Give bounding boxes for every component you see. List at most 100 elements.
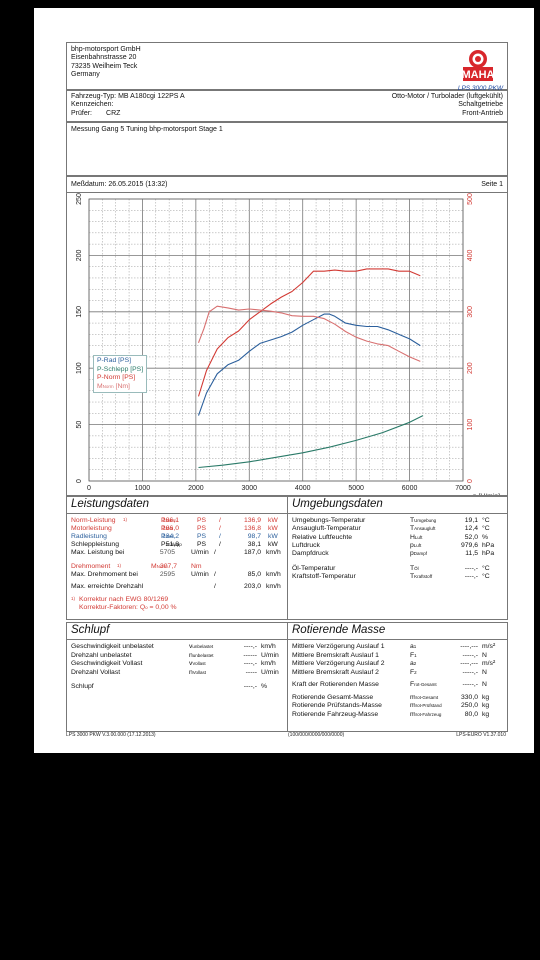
legend-p-rad: P-Rad [PS] — [97, 357, 131, 364]
masse-row: Mittlere Bremskraft Auslauf 2 F2 -----,- N — [292, 669, 504, 678]
symbol: F1 — [410, 651, 417, 659]
masse-label: Mittlere Verzögerung Auslauf 1 — [292, 643, 385, 650]
rpm: 2595 — [159, 571, 175, 578]
leistung-row: Radleistung PRad 134,2 PS / 98,7 kW — [71, 533, 283, 542]
symbol: mrot-Gesamt — [410, 693, 439, 701]
y-left-tick-label: 50 — [76, 421, 83, 429]
symbol: a1 — [410, 643, 417, 650]
svg-text:MAHA: MAHA — [462, 69, 495, 81]
umgebung-label: Umgebungs-Temperatur — [292, 517, 366, 524]
masse-label: Rotierende Gesamt-Masse — [292, 693, 374, 701]
value-kw: 136,8 — [243, 525, 261, 532]
company-country: Germany — [71, 70, 100, 78]
engine-type: Otto-Motor / Turbolader (luftgekühlt) — [391, 93, 503, 100]
symbol: nVollast — [189, 668, 207, 676]
unit: hPa — [482, 541, 495, 549]
unit: °C — [482, 572, 490, 580]
torque-symbol: MNorm — [151, 563, 168, 570]
x-tick-label: 2000 — [188, 485, 204, 492]
unit-kw: kW — [268, 525, 278, 532]
y-right-tick-label: 200 — [467, 362, 474, 374]
maha-logo-icon: MAHA — [462, 50, 495, 81]
schlupf-row: Drehzahl unbelastet nunbelastet ------ U/mi… — [71, 652, 283, 661]
speed: 187,0 — [243, 549, 261, 556]
symbol: PRad — [161, 533, 174, 540]
y-left-tick-label: 100 — [76, 362, 83, 374]
symbol: pLuft — [410, 541, 422, 549]
value-ps: 134,2 — [161, 533, 179, 540]
masse-row: Rotierende Fahrzeug-Masse mrot-Fahrzeug 80… — [292, 711, 504, 720]
label: Max. erreichte Drehzahl — [71, 583, 144, 590]
separator: / — [219, 525, 221, 532]
rpm-unit: U/min — [191, 571, 209, 578]
y-right-tick-label: 300 — [467, 306, 474, 318]
correction-note: 1) Korrektur nach EWG 80/1269 — [71, 596, 283, 605]
symbol: vVollast — [189, 660, 206, 667]
maha-logo: MAHA LPS 3000 PKW — [453, 47, 503, 95]
legend-p-schlepp: P-Schlepp [PS] — [97, 365, 144, 373]
y-left-tick-label: 250 — [76, 193, 83, 205]
value-kw: 98,7 — [247, 533, 261, 540]
x-tick-label: 3000 — [241, 485, 257, 492]
torque-value: 307,7 — [159, 563, 177, 570]
symbol: vunbelastet — [189, 643, 214, 650]
footnote-mark: 1) — [123, 517, 128, 522]
unit-kw: kW — [268, 517, 278, 524]
umgebung-row: Kraftstoff-Temperatur TKraftstoff ----,- °C — [292, 573, 504, 582]
unit-kw: kW — [268, 533, 278, 540]
value: ----,--- — [460, 660, 478, 667]
vehicle-info: Fahrzeug-Typ: MB A180cgi 122PS A Kennzei… — [66, 90, 508, 122]
schlupf-row: Geschwindigkeit unbelastet vunbelastet ---… — [71, 643, 283, 652]
umgebung-row: Öl-Temperatur TÖl ----,- °C — [292, 565, 504, 574]
dyno-report-sheet: bhp-motorsport GmbH Eisenbahnstrasse 20 … — [66, 42, 508, 740]
masse-panel: Mittlere Verzögerung Auslauf 1 a1 ----,---… — [292, 643, 504, 729]
page-number: Seite 1 — [481, 181, 503, 188]
umgebung-row: Ansaugluft-Temperatur TAnsaugluft 12,4 °C — [292, 525, 504, 534]
data-section: Leistungsdaten Umgebungsdaten Norm-Leist… — [66, 496, 508, 620]
value: 52,0 — [464, 533, 478, 541]
leistung-row: Schleppleistung PSchlepp 51,8 PS / 38,1 kW — [71, 541, 283, 550]
unit: % — [482, 533, 489, 541]
slip-mass-section: Schlupf Rotierende Masse Geschwindigkeit… — [66, 622, 508, 732]
leistung-row: Norm-Leistung 1) PNorm 186,1 PS / 136,9 kW — [71, 517, 283, 526]
umgebung-row: Relative Luftfeuchte HLuft 52,0% — [292, 534, 504, 543]
unit: km/h — [261, 660, 276, 667]
masse-label: Mittlere Bremskraft Auslauf 2 — [292, 668, 379, 676]
company-header: bhp-motorsport GmbH Eisenbahnstrasse 20 … — [66, 42, 508, 92]
unit-ps: PS — [197, 533, 207, 540]
value: ----,--- — [460, 643, 478, 650]
tester-label: Prüfer: — [71, 109, 93, 117]
correction-factor: Korrektur-Faktoren: Qo = 0,00 % — [71, 604, 283, 613]
footer-code: (100/000/0000/000/0000) — [288, 732, 345, 738]
masse-row: Kraft der Rotierenden Masse Frot-Gesamt --… — [292, 681, 504, 690]
unit: hPa — [482, 550, 495, 558]
unit: kg — [482, 693, 490, 701]
series-m-norm-nm- — [197, 305, 421, 362]
unit: km/h — [261, 643, 276, 650]
symbol: TAnsaugluft — [410, 525, 436, 533]
x-tick-label: 5000 — [348, 485, 364, 492]
label: Max. Leistung bei — [71, 549, 125, 556]
schlupf-row: Drehzahl Vollast nVollast ----- U/min — [71, 669, 283, 678]
drive-type: Front-Antrieb — [462, 109, 503, 117]
label: Max. Drehmoment bei — [71, 571, 138, 578]
symbol: Frot-Gesamt — [410, 681, 437, 688]
leistung-row: Motorleistung PMot 186,0 PS / 136,8 kW — [71, 525, 283, 534]
y-left-tick-label: 0 — [76, 479, 83, 483]
leistung-title: Leistungsdaten — [71, 498, 150, 510]
separator: / — [214, 571, 216, 578]
separator: / — [219, 517, 221, 524]
value: ----,- — [243, 683, 257, 690]
umgebung-label: Öl-Temperatur — [292, 564, 336, 572]
unit: °C — [482, 525, 490, 533]
value: 12,4 — [464, 525, 478, 533]
y-left-tick-label: 200 — [76, 249, 83, 261]
value: -----,- — [462, 651, 478, 659]
value-ps: 51,8 — [165, 541, 179, 548]
symbol: a2 — [410, 660, 417, 667]
footer-build: LPS-EURO V1.37.010 — [456, 732, 506, 738]
value-kw: 136,9 — [243, 517, 261, 524]
masse-label: Rotierende Prüfstands-Masse — [292, 702, 382, 709]
leistung-max-rpm-row: Max. erreichte Drehzahl / 203,0 km/h — [71, 583, 283, 592]
value: ----,- — [464, 564, 478, 572]
